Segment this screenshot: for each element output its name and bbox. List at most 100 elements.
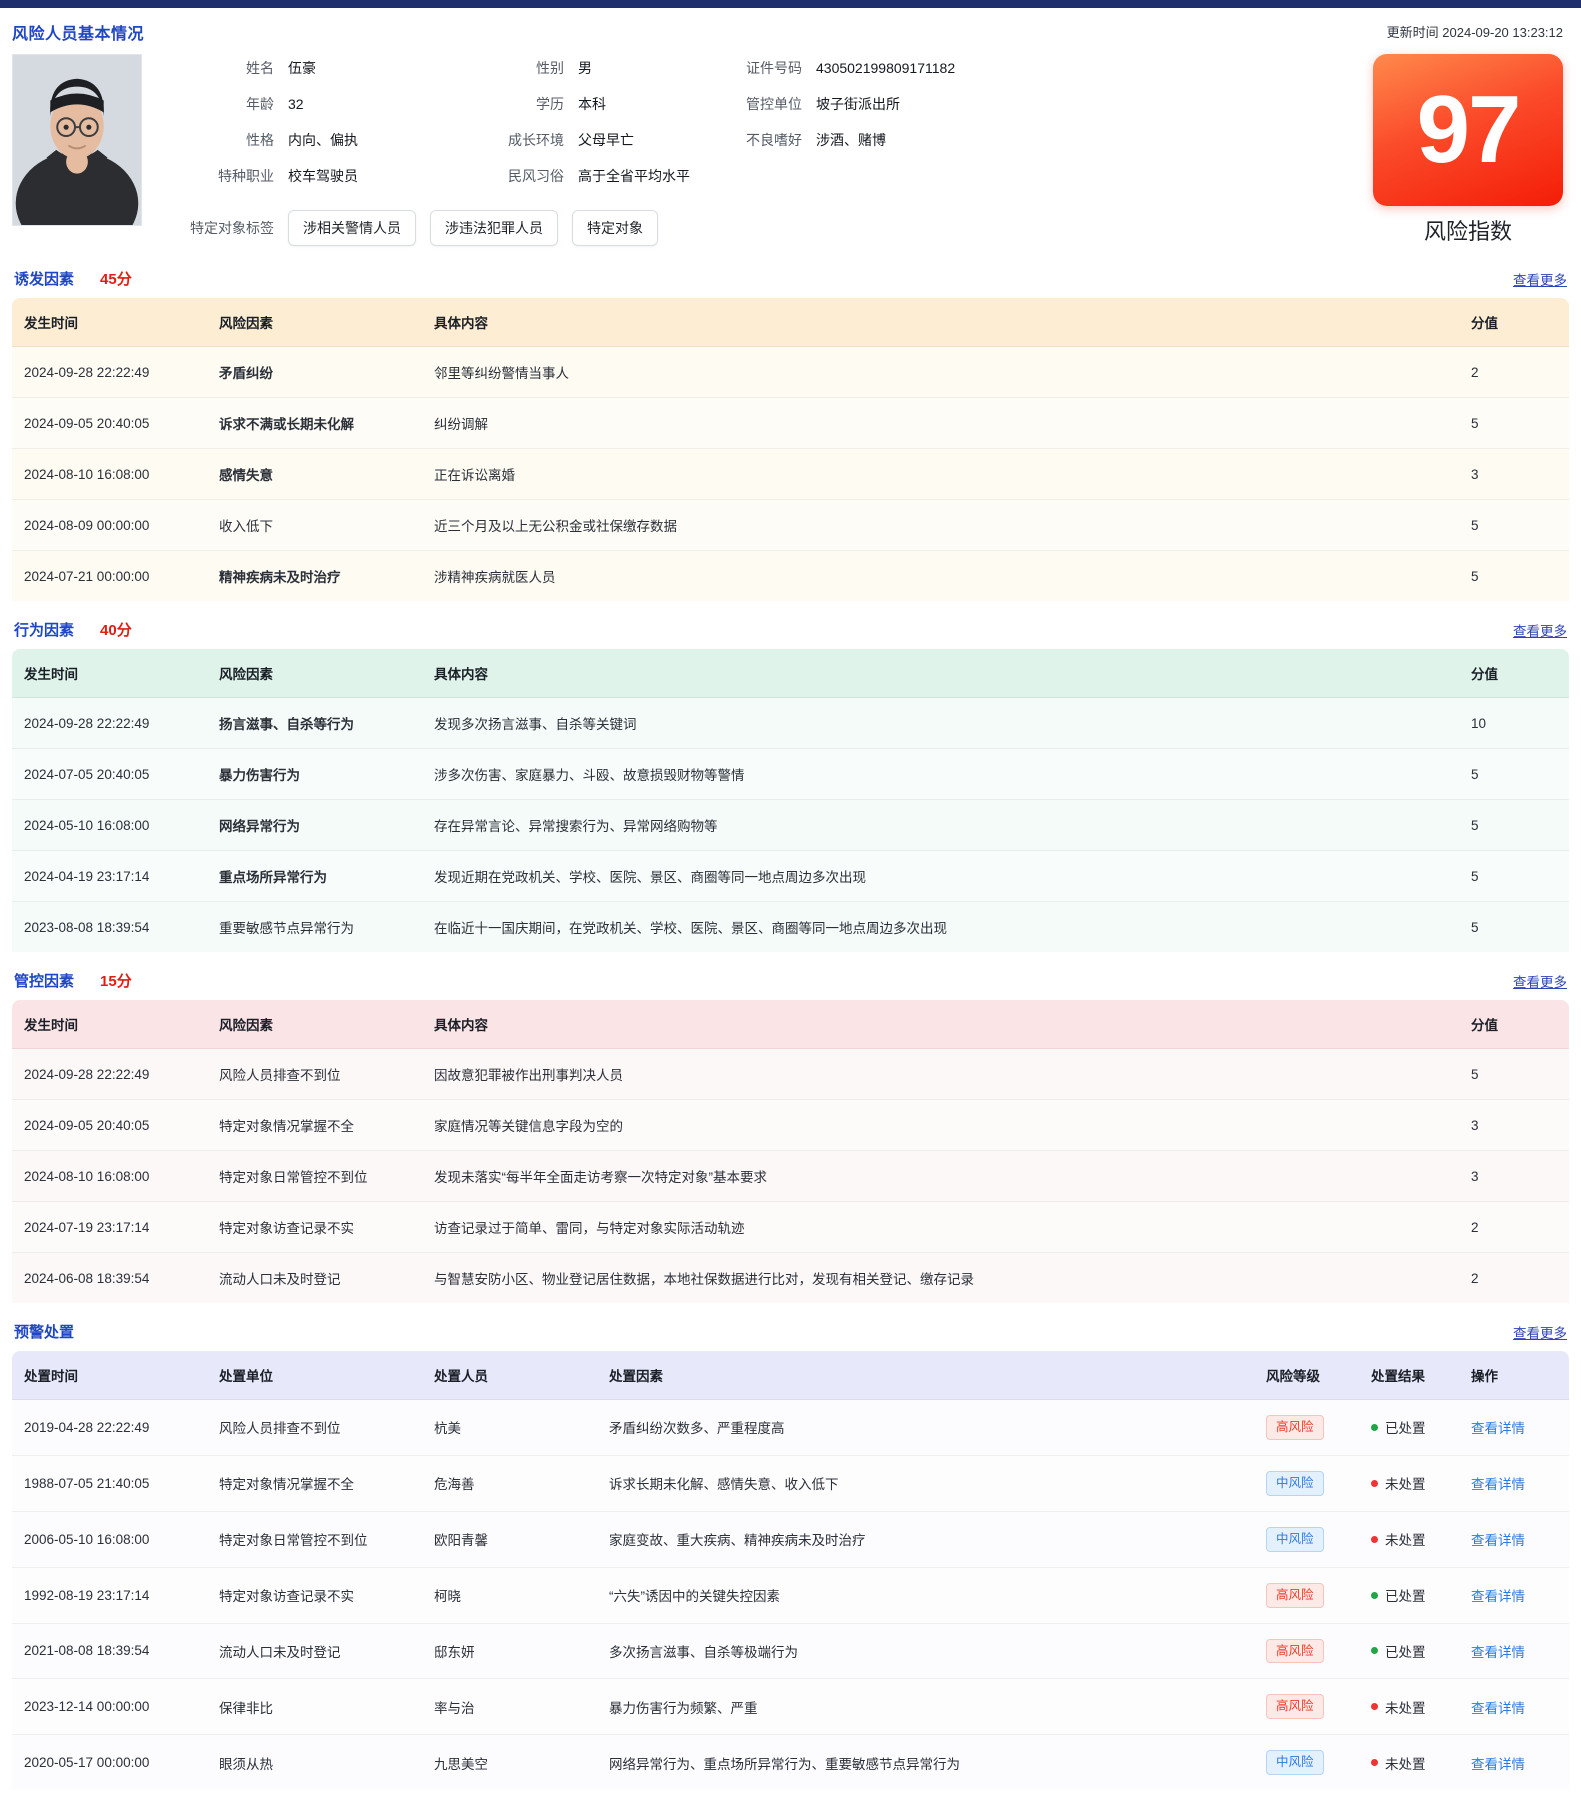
cell-occur-time: 2024-07-05 20:40:05	[12, 748, 207, 800]
field-personality: 性格 内向、偏执	[182, 130, 472, 166]
table-row[interactable]: 2024-09-28 22:22:49 矛盾纠纷 邻里等纠纷警情当事人 2	[12, 346, 1569, 398]
table-row[interactable]: 2024-08-10 16:08:00 感情失意 正在诉讼离婚 3	[12, 448, 1569, 500]
table-row[interactable]: 2024-07-21 00:00:00 精神疾病未及时治疗 涉精神疾病就医人员 5	[12, 550, 1569, 601]
table-row[interactable]: 2020-05-17 00:00:00 眼须从热 九思美空 网络异常行为、重点场所异常…	[12, 1734, 1569, 1791]
disposal-result-text: 已处置	[1385, 1421, 1426, 1437]
status-dot-icon	[1371, 1759, 1378, 1767]
table-row[interactable]: 2024-04-19 23:17:14 重点场所异常行为 发现近期在党政机关、学校、…	[12, 850, 1569, 902]
cell-occur-time: 2024-07-19 23:17:14	[12, 1201, 207, 1253]
cell-detail: 家庭情况等关键信息字段为空的	[422, 1099, 1459, 1151]
view-detail-link[interactable]: 查看详情	[1471, 1477, 1525, 1493]
field-growth-environment: 成长环境 父母早亡	[472, 130, 722, 166]
cell-disposal-person: 邸东妍	[422, 1622, 597, 1679]
view-detail-link[interactable]: 查看详情	[1471, 1533, 1525, 1549]
table-row[interactable]: 2024-09-28 22:22:49 风险人员排查不到位 因故意犯罪被作出刑事判决…	[12, 1048, 1569, 1100]
col-risk-factor: 风险因素	[207, 1000, 422, 1049]
table-row[interactable]: 2024-06-08 18:39:54 流动人口未及时登记 与智慧安防小区、物业登记…	[12, 1252, 1569, 1303]
col-disposal-time: 处置时间	[12, 1351, 207, 1400]
table-row[interactable]: 1988-07-05 21:40:05 特定对象情况掌握不全 危海善 诉求长期未化解、…	[12, 1454, 1569, 1512]
status-dot-icon	[1371, 1591, 1378, 1599]
cell-occur-time: 2024-09-05 20:40:05	[12, 1099, 207, 1151]
disposal-section-header: 预警处置 查看更多	[12, 1321, 1569, 1351]
table-row[interactable]: 2024-09-28 22:22:49 扬言滋事、自杀等行为 发现多次扬言滋事、自杀…	[12, 697, 1569, 749]
cell-risk-level: 中风险	[1254, 1734, 1359, 1791]
cell-risk-factor: 特定对象日常管控不到位	[207, 1150, 422, 1202]
table-header-row: 发生时间 风险因素 具体内容 分值	[12, 649, 1569, 698]
cell-disposal-time: 1992-08-19 23:17:14	[12, 1566, 207, 1623]
status-badge: 中风险	[1266, 1526, 1324, 1552]
cell-risk-factor: 诉求不满或长期未化解	[207, 397, 422, 449]
table-row[interactable]: 2024-08-10 16:08:00 特定对象日常管控不到位 发现未落实“每半年全…	[12, 1150, 1569, 1202]
table-row[interactable]: 2019-04-28 22:22:49 风险人员排查不到位 杭美 矛盾纠纷次数多、严重…	[12, 1399, 1569, 1456]
cell-disposal-unit: 眼须从热	[207, 1734, 422, 1791]
field-value: 内向、偏执	[288, 132, 358, 148]
profile-fields: 姓名 伍豪 性别 男 证件号码 430502199809171182 年龄 32…	[182, 54, 1373, 250]
avatar	[12, 54, 142, 226]
cell-detail: 因故意犯罪被作出刑事判决人员	[422, 1048, 1459, 1100]
tag-criminal-offender[interactable]: 涉违法犯罪人员	[430, 210, 558, 246]
col-risk-factor: 风险因素	[207, 649, 422, 698]
cell-occur-time: 2024-06-08 18:39:54	[12, 1252, 207, 1303]
cell-occur-time: 2024-09-28 22:22:49	[12, 697, 207, 749]
status-dot-icon	[1371, 1703, 1378, 1711]
cell-risk-factor: 流动人口未及时登记	[207, 1252, 422, 1303]
table-row[interactable]: 2024-07-19 23:17:14 特定对象访查记录不实 访查记录过于简单、雷同…	[12, 1201, 1569, 1253]
col-disposal-result: 处置结果	[1359, 1351, 1459, 1400]
col-detail: 具体内容	[422, 1000, 1459, 1049]
cell-disposal-unit: 特定对象情况掌握不全	[207, 1454, 422, 1512]
field-bad-habits: 不良嗜好 涉酒、赌博	[722, 130, 1373, 166]
status-badge: 高风险	[1266, 1638, 1324, 1664]
field-value: 伍豪	[288, 60, 316, 76]
view-more-link[interactable]: 查看更多	[1513, 623, 1567, 639]
table-row[interactable]: 2024-09-05 20:40:05 诉求不满或长期未化解 纠纷调解 5	[12, 397, 1569, 449]
cell-risk-factor: 风险人员排查不到位	[207, 1048, 422, 1100]
cell-risk-factor: 扬言滋事、自杀等行为	[207, 697, 422, 749]
risk-score-card: 97	[1373, 54, 1563, 206]
table-header-row: 发生时间 风险因素 具体内容 分值	[12, 1000, 1569, 1049]
view-detail-link[interactable]: 查看详情	[1471, 1700, 1525, 1716]
cell-score: 5	[1459, 850, 1569, 902]
table-row[interactable]: 2024-09-05 20:40:05 特定对象情况掌握不全 家庭情况等关键信息字段…	[12, 1099, 1569, 1151]
field-label: 姓名	[246, 60, 274, 76]
cell-score: 3	[1459, 448, 1569, 500]
cell-risk-level: 高风险	[1254, 1566, 1359, 1623]
tag-related-police-case[interactable]: 涉相关警情人员	[288, 210, 416, 246]
table-row[interactable]: 1992-08-19 23:17:14 特定对象访查记录不实 柯晓 “六失”诱因中的关…	[12, 1566, 1569, 1623]
view-detail-link[interactable]: 查看详情	[1471, 1421, 1525, 1437]
factor-table: 发生时间 风险因素 具体内容 分值 2024-09-28 22:22:49 矛盾纠纷 邻里等…	[12, 298, 1569, 601]
person-portrait-photo-icon	[13, 55, 141, 225]
view-detail-link[interactable]: 查看详情	[1471, 1589, 1525, 1605]
tag-specific-object[interactable]: 特定对象	[572, 210, 658, 246]
view-more-link[interactable]: 查看更多	[1513, 974, 1567, 990]
cell-risk-factor: 重要敏感节点异常行为	[207, 901, 422, 952]
cell-operation: 查看详情	[1459, 1566, 1569, 1623]
view-more-link[interactable]: 查看更多	[1513, 1325, 1567, 1341]
tags-label: 特定对象标签	[190, 220, 274, 236]
cell-score: 5	[1459, 499, 1569, 551]
factor-section-score: 40分	[100, 622, 132, 639]
field-local-custom: 民风习俗 高于全省平均水平	[472, 166, 722, 202]
table-row[interactable]: 2024-08-09 00:00:00 收入低下 近三个月及以上无公积金或社保缴存数…	[12, 499, 1569, 551]
factor-section-header: 行为因素 40分 查看更多	[12, 619, 1569, 649]
cell-score: 10	[1459, 697, 1569, 749]
factor-section-title: 行为因素	[14, 622, 75, 639]
top-accent-bar	[0, 0, 1581, 8]
disposal-result-text: 已处置	[1385, 1589, 1426, 1605]
cell-disposal-unit: 流动人口未及时登记	[207, 1622, 422, 1679]
col-risk-level: 风险等级	[1254, 1351, 1359, 1400]
cell-disposal-factor: 暴力伤害行为频繁、严重	[597, 1678, 1254, 1735]
view-more-link[interactable]: 查看更多	[1513, 272, 1567, 288]
cell-risk-factor: 网络异常行为	[207, 799, 422, 851]
table-row[interactable]: 2023-08-08 18:39:54 重要敏感节点异常行为 在临近十一国庆期间，在…	[12, 901, 1569, 952]
table-row[interactable]: 2023-12-14 00:00:00 保律非比 率与治 暴力伤害行为频繁、严重 高风险…	[12, 1678, 1569, 1735]
table-row[interactable]: 2006-05-10 16:08:00 特定对象日常管控不到位 欧阳青馨 家庭变故、重…	[12, 1510, 1569, 1568]
cell-operation: 查看详情	[1459, 1454, 1569, 1512]
view-detail-link[interactable]: 查看详情	[1471, 1644, 1525, 1660]
table-row[interactable]: 2021-08-08 18:39:54 流动人口未及时登记 邸东妍 多次扬言滋事、自杀…	[12, 1622, 1569, 1679]
view-detail-link[interactable]: 查看详情	[1471, 1756, 1525, 1772]
col-risk-factor: 风险因素	[207, 298, 422, 347]
factor-table: 发生时间 风险因素 具体内容 分值 2024-09-28 22:22:49 扬言滋事、自杀…	[12, 649, 1569, 952]
cell-risk-factor: 收入低下	[207, 499, 422, 551]
table-row[interactable]: 2024-07-05 20:40:05 暴力伤害行为 涉多次伤害、家庭暴力、斗殴、故…	[12, 748, 1569, 800]
table-row[interactable]: 2024-05-10 16:08:00 网络异常行为 存在异常言论、异常搜索行为、异…	[12, 799, 1569, 851]
